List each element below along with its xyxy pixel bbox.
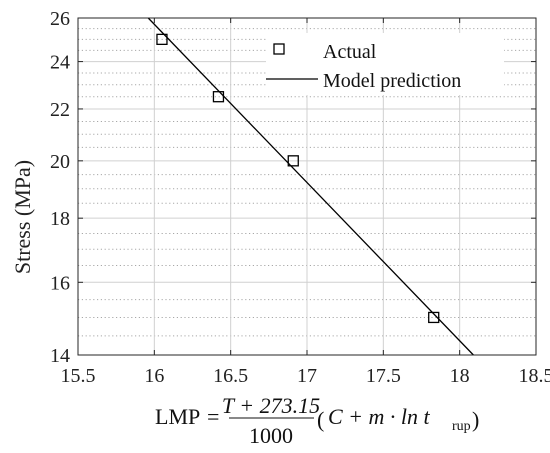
legend-marker-actual (273, 43, 285, 55)
actual-data-point (287, 155, 299, 167)
legend-label-actual: Actual (323, 41, 377, 63)
formula-lhs: LMP (155, 404, 200, 429)
legend: Actual Model prediction (266, 33, 504, 95)
y-tick-label: 24 (50, 52, 70, 74)
y-tick-label: 16 (50, 272, 70, 294)
formula-open-paren: ( (317, 407, 324, 432)
y-tick-label: 20 (50, 151, 70, 173)
x-tick-label: 18 (450, 365, 470, 387)
tick-labels: 15.5 16 16.5 17 17.5 18 18.5 14 16 18 20 22 24 26 (50, 8, 550, 387)
formula-numerator: T + 273.15 (222, 393, 320, 418)
formula-subscript: rup (452, 419, 471, 434)
axis-ticks (77, 17, 537, 356)
x-tick-label: 18.5 (519, 365, 550, 387)
legend-label-model: Model prediction (323, 70, 461, 92)
y-tick-label: 26 (50, 8, 70, 30)
x-tick-label: 16.5 (213, 365, 248, 387)
actual-data-point (428, 311, 440, 324)
legend-background (266, 33, 504, 95)
x-tick-label: 15.5 (61, 365, 96, 387)
y-tick-label: 14 (50, 345, 70, 367)
x-tick-label: 17 (297, 365, 317, 387)
y-tick-label: 22 (50, 99, 70, 121)
y-axis-title: Stress (MPa) (10, 160, 35, 274)
x-tick-label: 16 (144, 365, 164, 387)
x-tick-label: 17.5 (366, 365, 401, 387)
formula-equals: = (207, 404, 219, 429)
formula-denominator: 1000 (249, 423, 293, 448)
plot-series (147, 17, 474, 356)
formula-body: C + m · ln t (328, 404, 431, 429)
y-tick-label: 18 (50, 208, 70, 230)
formula-close-paren: ) (472, 407, 479, 432)
actual-data-point (156, 33, 168, 46)
x-axis-formula: LMP = T + 273.15 1000 ( C + m · ln t rup… (155, 393, 479, 448)
model-prediction-line (147, 17, 474, 356)
